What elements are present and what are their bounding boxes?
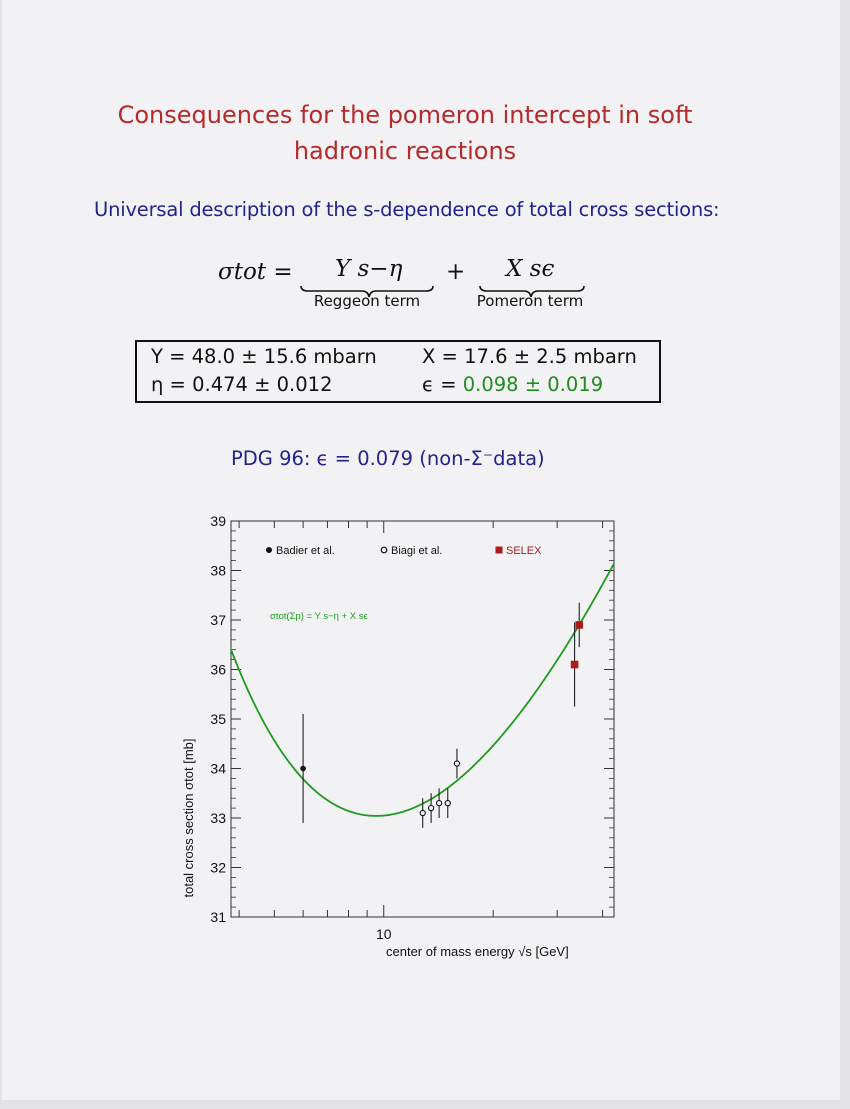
data-point [444, 799, 451, 807]
x-tick-label: 10 [376, 926, 392, 942]
data-point [575, 621, 584, 629]
y-tick-label: 33 [210, 810, 226, 826]
data-point [300, 765, 306, 772]
y-tick-label: 39 [210, 513, 226, 529]
formula-pomeron-expression: X sϵ [504, 256, 554, 282]
param-epsilon-prefix: ϵ = [422, 373, 463, 396]
formula-reggeon-expression: Y s−η [335, 256, 403, 282]
data-point [453, 760, 461, 767]
plot-border [230, 520, 615, 918]
legend-label: Biagi et al. [391, 545, 442, 557]
series-badier-et-al [300, 714, 306, 823]
cross-section-formula: σtot = Y s−η + X sϵ Reggeon term Pomeron… [218, 256, 585, 310]
fit-curve-layer [230, 563, 615, 817]
y-tick-label: 31 [210, 909, 226, 925]
chart-legend: Badier et al. Biagi et al. SELEX [266, 545, 542, 557]
pdg-value: ϵ = 0.079 (non-Σ⁻data) [316, 447, 545, 470]
pdg-reference: PDG 96: ϵ = 0.079 (non-Σ⁻data) [231, 447, 545, 470]
y-tick-label: 35 [210, 711, 226, 727]
param-X: X = 17.6 ± 2.5 mbarn [422, 345, 637, 368]
fit-formula-annotation: σtot(Σp) = Y s−η + X sϵ [270, 611, 368, 622]
pomeron-term-label: Pomeron term [477, 292, 583, 310]
x-axis-ticks: 10 [238, 521, 604, 942]
slide-subtitle: Universal description of the s-dependenc… [94, 198, 720, 221]
legend-label: Badier et al. [276, 545, 335, 557]
pdg-prefix: PDG 96: [231, 447, 311, 470]
fit-curve-line [230, 563, 615, 817]
data-point [419, 809, 426, 817]
legend-marker [495, 546, 503, 554]
param-epsilon: ϵ = 0.098 ± 0.019 [422, 373, 603, 396]
legend-marker [266, 547, 272, 553]
y-tick-label: 37 [210, 612, 226, 628]
slide-title-line1: Consequences for the pomeron intercept i… [117, 101, 693, 129]
legend-label: SELEX [506, 545, 542, 557]
y-axis-ticks: 31 32 33 34 35 36 37 38 39 [210, 513, 614, 925]
series-biagi-et-al [419, 748, 461, 828]
y-tick-label: 34 [210, 761, 226, 777]
plot-frame [230, 520, 615, 918]
param-eta: η = 0.474 ± 0.012 [151, 373, 333, 396]
data-point [570, 660, 579, 669]
fit-parameters-box: Y = 48.0 ± 15.6 mbarn X = 17.6 ± 2.5 mba… [135, 340, 661, 403]
data-points-layer [300, 602, 584, 828]
y-tick-label: 38 [210, 563, 226, 579]
slide-title-line2: hadronic reactions [293, 137, 517, 165]
data-point [427, 804, 435, 812]
data-point [435, 799, 443, 807]
reggeon-underbrace [300, 285, 434, 298]
param-epsilon-value: 0.098 ± 0.019 [462, 373, 604, 396]
y-tick-label: 32 [210, 860, 226, 876]
pomeron-underbrace [479, 285, 585, 298]
series-selex [570, 602, 584, 707]
cross-section-chart: 31 32 33 34 35 36 37 38 39 10 Badier et al. Biagi… [181, 513, 615, 959]
y-tick-label: 36 [210, 662, 226, 678]
formula-plus: + [446, 259, 465, 285]
param-Y: Y = 48.0 ± 15.6 mbarn [151, 345, 377, 368]
x-axis-label: center of mass energy √s [GeV] [386, 944, 569, 959]
legend-marker [380, 546, 388, 554]
formula-lhs: σtot = [218, 259, 293, 285]
reggeon-term-label: Reggeon term [314, 292, 420, 310]
y-axis-label: total cross section σtot [mb] [181, 738, 196, 897]
